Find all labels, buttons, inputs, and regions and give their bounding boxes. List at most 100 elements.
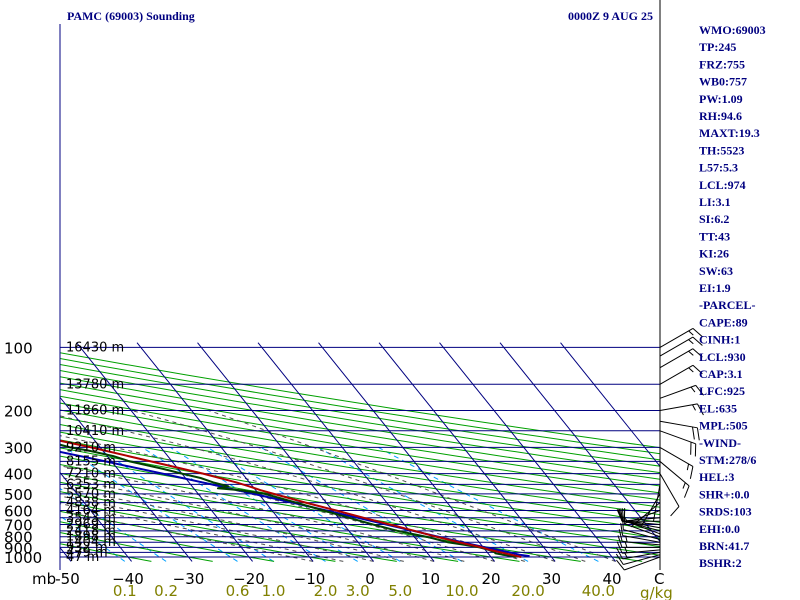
temperature-tick-label: 30 — [542, 570, 561, 588]
wind-barb-shaft — [624, 556, 661, 571]
index-line: CAP:3.1 — [699, 367, 743, 381]
wind-barb-shaft — [659, 461, 690, 487]
index-line: WMO:69003 — [699, 23, 766, 37]
dry-adiabat-line — [60, 376, 660, 474]
indices-panel: WMO:69003 TP:245 FRZ:755 WB0:757 PW:1.09 RH:9… — [699, 23, 766, 570]
dry-adiabat-line — [60, 402, 660, 501]
index-line: WB0:757 — [699, 75, 747, 89]
wind-barbs — [615, 327, 704, 571]
index-line: SHR+:0.0 — [699, 487, 750, 501]
wind-barb-half-feather — [688, 339, 694, 345]
wind-barb-feather — [692, 364, 703, 375]
wind-barb — [647, 484, 661, 522]
wind-barb-feather — [620, 523, 624, 536]
height-label: 1898 m — [66, 530, 116, 545]
index-line: PW:1.09 — [699, 92, 743, 106]
index-line: TH:5523 — [699, 143, 744, 157]
mixing-ratio-line — [60, 515, 126, 562]
index-line: LFC:925 — [699, 384, 745, 398]
dry-adiabat-line — [60, 447, 660, 548]
dry-adiabat-line — [60, 409, 660, 508]
index-line: EL:635 — [699, 401, 737, 415]
height-label: 4164 m — [66, 504, 116, 519]
mixing-ratio-label: 0.2 — [154, 582, 178, 600]
index-line: SRDS:103 — [699, 505, 752, 519]
height-label: 1404 m — [66, 535, 116, 550]
moist-adiabat-line — [60, 476, 435, 562]
mixing-ratio-label: 10.0 — [445, 582, 478, 600]
wind-barb-half-feather — [688, 367, 694, 373]
wind-barb-shaft — [659, 384, 696, 399]
temperature-tick-label: −40 — [112, 570, 144, 588]
moist-adiabat-line — [60, 415, 556, 562]
pressure-label: 100 — [4, 339, 33, 357]
wind-barb — [616, 556, 661, 571]
mixing-ratio-label: 40.0 — [582, 582, 615, 600]
dry-adiabat-line — [60, 352, 660, 449]
temperature-tick-label: 40 — [602, 570, 621, 588]
time-title: 0000Z 9 AUG 25 — [568, 9, 653, 23]
temperature-tick-label: -50 — [55, 570, 80, 588]
wind-barb — [659, 364, 703, 385]
index-line: TP:245 — [699, 40, 736, 54]
temperature-line — [60, 439, 522, 558]
pressure-unit-label: mb — [32, 570, 56, 588]
temperature-unit-label: C — [654, 570, 664, 588]
wind-barb-shaft — [659, 473, 680, 507]
index-line: BSHR:2 — [699, 556, 742, 570]
height-label: 10410 m — [66, 424, 124, 439]
index-line: CAPE:89 — [699, 315, 748, 329]
wind-barb-feather — [696, 403, 704, 416]
moist-adiabat-line — [60, 486, 404, 562]
wind-barb-feather — [670, 506, 680, 517]
wind-barb-feather — [692, 328, 703, 338]
wind-barb — [636, 493, 661, 528]
wind-barb-shaft — [659, 430, 696, 445]
wind-barb — [659, 348, 703, 369]
pressure-label: 200 — [4, 403, 33, 421]
wind-barb-feather — [617, 535, 623, 548]
wind-barb — [615, 553, 661, 566]
index-line: KI:26 — [699, 247, 729, 261]
index-line: MPL:505 — [699, 419, 748, 433]
temperature-tick-label: 20 — [481, 570, 500, 588]
station-title: PAMC (69003) Sounding — [67, 9, 195, 23]
dry-adiabat-line — [60, 439, 660, 539]
wind-barb — [659, 473, 680, 517]
isotherm-line — [560, 342, 660, 468]
wind-barb-shaft — [659, 446, 694, 467]
index-line: BRN:41.7 — [699, 539, 749, 553]
index-line: SW:63 — [699, 264, 733, 278]
wind-barb-half-feather — [686, 463, 690, 471]
wind-barb-half-feather — [692, 404, 696, 411]
temperature-labels: -50 −40 −30 −20 −10 0 10 20 30 40 — [55, 570, 621, 588]
index-line: SI:6.2 — [699, 212, 729, 226]
index-line: LCL:930 — [699, 350, 746, 364]
height-label: 47 m — [66, 550, 99, 565]
height-label: 479 m — [66, 545, 108, 560]
moist-adiabat-line — [131, 410, 586, 562]
moist-adiabat-line — [60, 510, 314, 562]
wind-barb-feather — [616, 541, 623, 554]
wind-barb-feather — [692, 426, 695, 440]
wind-barb-feather — [683, 485, 690, 498]
height-label: 3543 m — [66, 511, 116, 526]
temperature-tick-label: −30 — [173, 570, 205, 588]
index-line: CINH:1 — [699, 333, 740, 347]
height-label: 2969 m — [66, 518, 116, 533]
wind-barb-shaft — [652, 484, 661, 522]
height-label: 932 m — [66, 540, 108, 555]
dry-adiabat-line — [60, 491, 459, 562]
mixing-ratio-label: 0.1 — [113, 582, 137, 600]
wind-barb-feather — [616, 509, 623, 522]
wind-barb — [620, 523, 661, 543]
wind-barb-feather — [620, 508, 624, 522]
height-label: 8155 m — [66, 454, 116, 469]
wind-barb-shaft — [622, 541, 661, 546]
wind-barb-shaft — [659, 336, 694, 357]
wind-barb — [659, 430, 697, 457]
dry-adiabats — [60, 352, 660, 562]
mixing-ratio-label: 0.6 — [226, 582, 250, 600]
mixing-ratio-labels: 0.1 0.2 0.6 1.0 2.0 3.0 5.0 10.0 20.0 40.0 — [113, 582, 615, 600]
